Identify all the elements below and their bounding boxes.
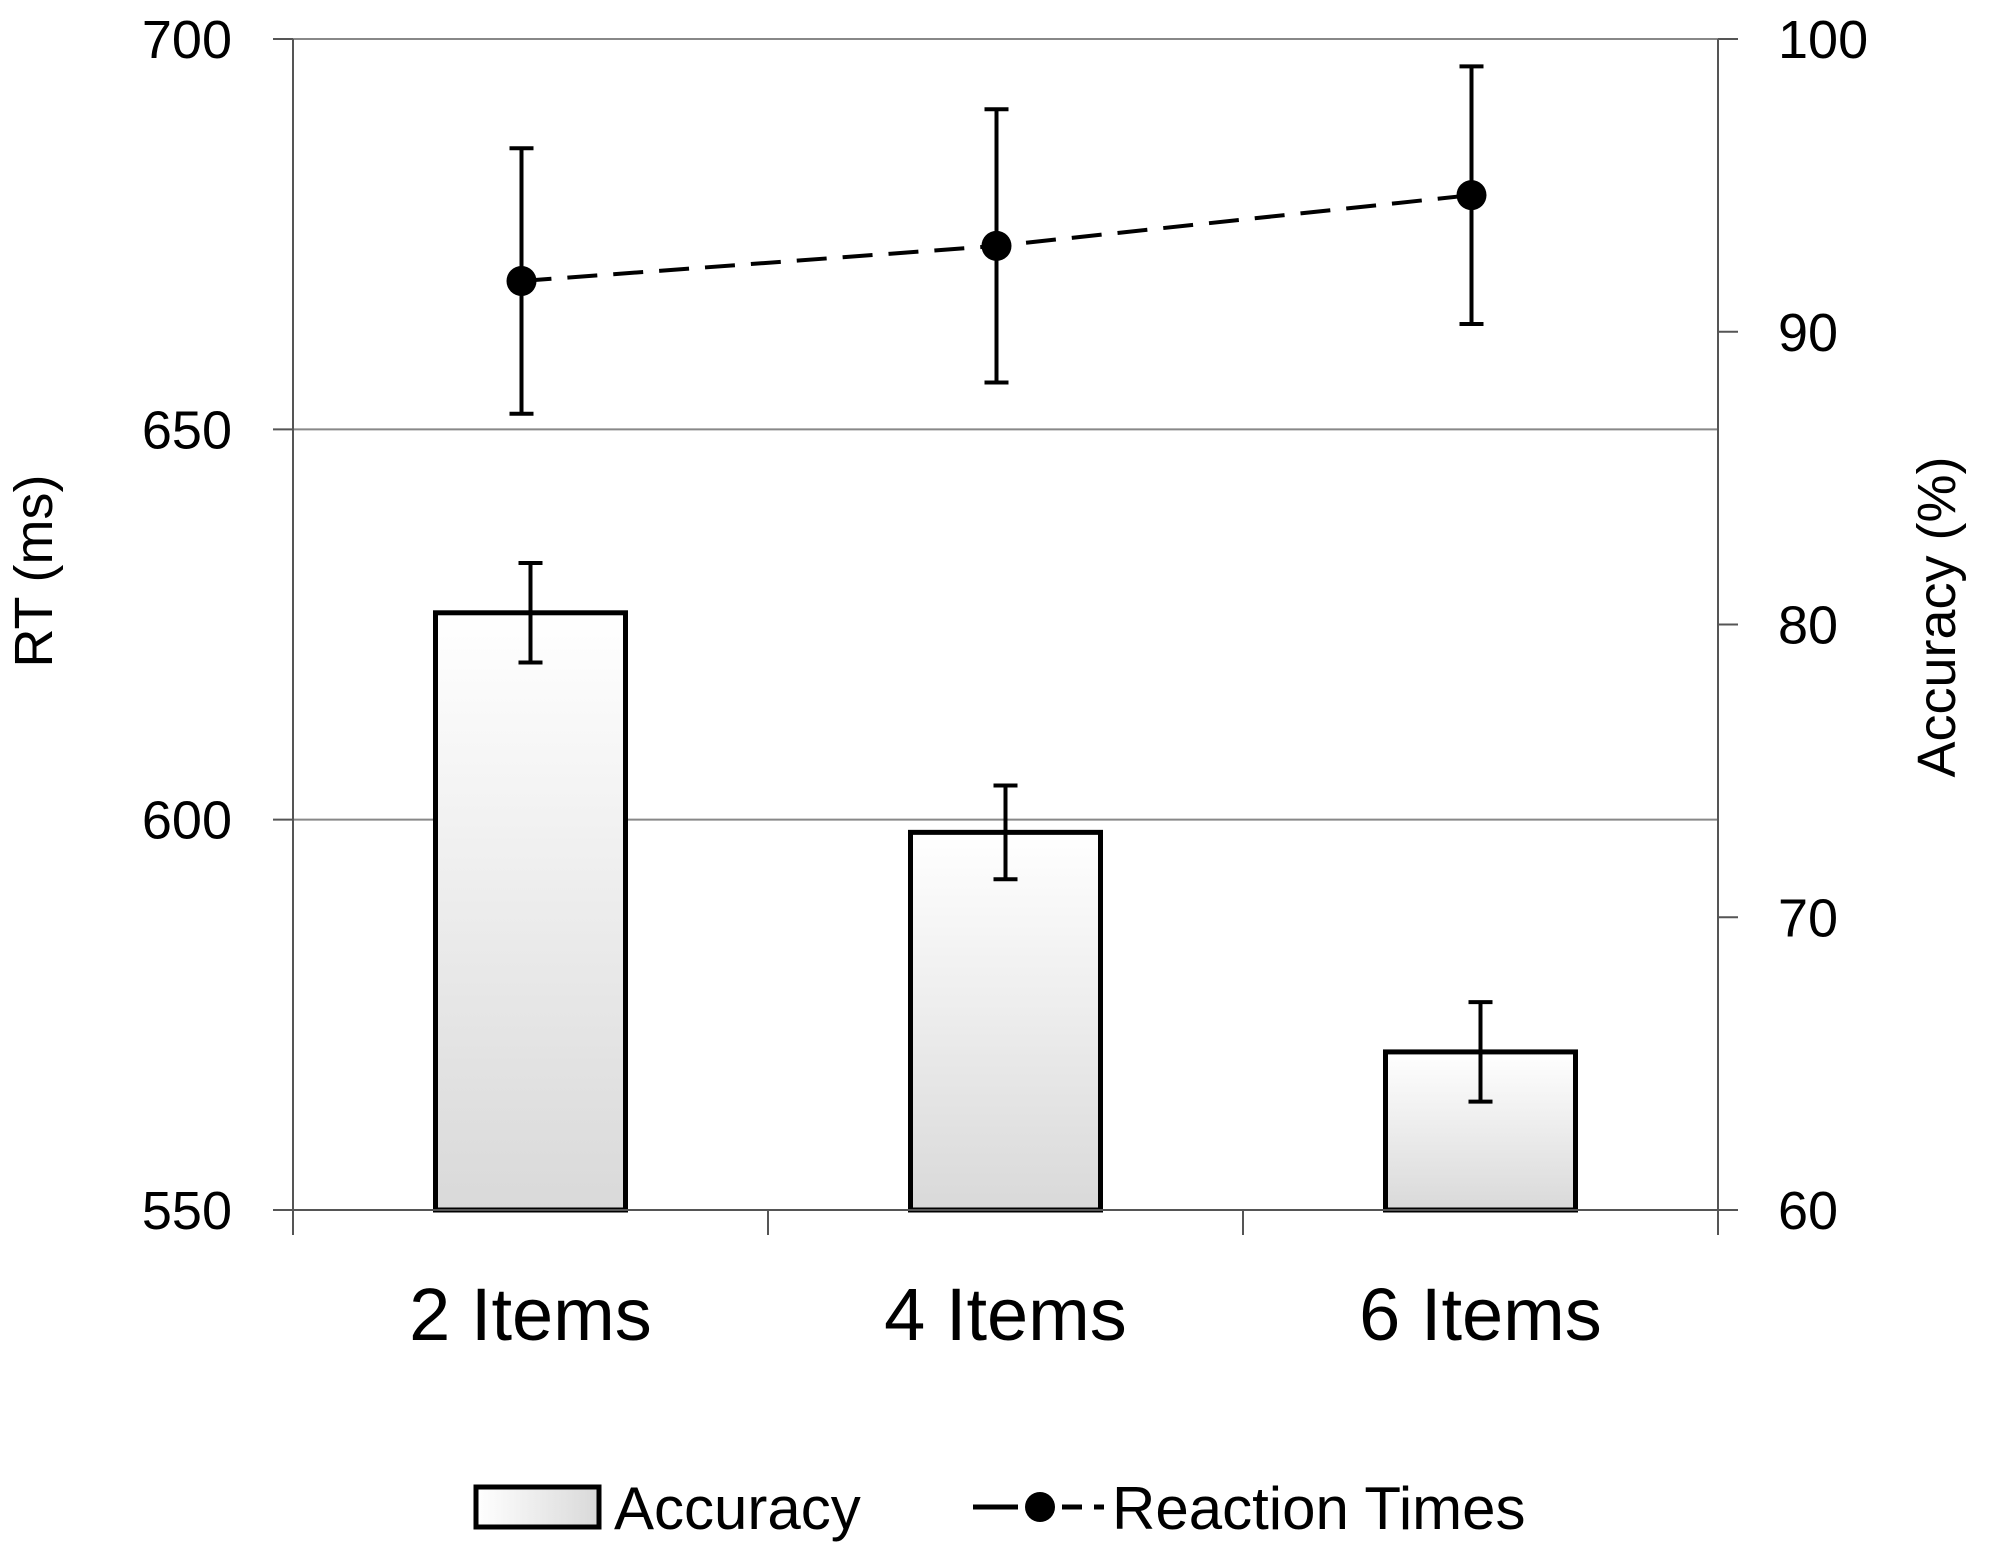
left-tick-label: 550 bbox=[142, 1181, 232, 1241]
right-tick-label: 90 bbox=[1778, 303, 1838, 363]
reaction-time-point bbox=[981, 230, 1012, 261]
reaction-time-point bbox=[1456, 180, 1487, 211]
left-tick-label: 600 bbox=[142, 791, 232, 851]
right-tick-label: 70 bbox=[1778, 888, 1838, 948]
legend-label-reaction-times: Reaction Times bbox=[1112, 1475, 1526, 1542]
legend: Accuracy Reaction Times bbox=[473, 1475, 1526, 1542]
legend-swatch-reaction-times bbox=[973, 1492, 1104, 1522]
tick-labels: 550 600 650 700 60 70 80 90 100 2 Items 4 Items 6 I… bbox=[142, 10, 1868, 1356]
right-tick-label: 100 bbox=[1778, 10, 1868, 70]
reaction-time-series bbox=[506, 64, 1487, 416]
right-axis-title: Accuracy (%) bbox=[1907, 456, 1967, 777]
left-tick-label: 650 bbox=[142, 400, 232, 460]
accuracy-bars bbox=[433, 561, 1578, 1213]
accuracy-bar bbox=[908, 829, 1103, 1213]
accuracy-bar bbox=[433, 610, 628, 1213]
reaction-time-point bbox=[506, 266, 537, 297]
left-axis-title: RT (ms) bbox=[4, 475, 64, 668]
right-tick-label: 80 bbox=[1778, 596, 1838, 656]
category-label: 2 Items bbox=[409, 1273, 652, 1356]
category-label: 4 Items bbox=[884, 1273, 1127, 1356]
right-tick-label: 60 bbox=[1778, 1181, 1838, 1241]
legend-label-accuracy: Accuracy bbox=[614, 1475, 861, 1542]
category-label: 6 Items bbox=[1359, 1273, 1602, 1356]
left-tick-label: 700 bbox=[142, 10, 232, 70]
legend-swatch-accuracy bbox=[473, 1484, 602, 1530]
axes bbox=[273, 39, 1719, 1235]
